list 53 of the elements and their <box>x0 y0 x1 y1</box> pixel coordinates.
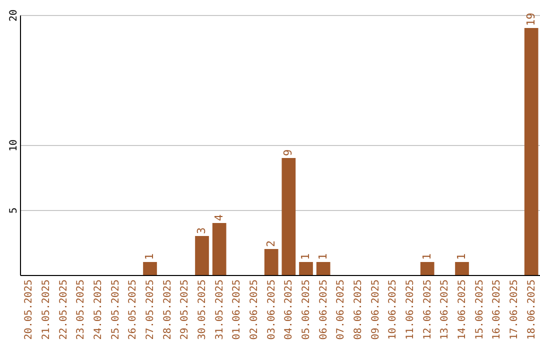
x-tick-label: 25.05.2025 <box>110 280 122 340</box>
x-tick-label: 08.06.2025 <box>353 280 364 340</box>
bar <box>282 158 296 275</box>
bar <box>455 262 469 275</box>
x-tick-label: 26.05.2025 <box>128 280 139 340</box>
x-tick-label: 03.06.2025 <box>266 280 278 340</box>
x-tick-label: 27.05.2025 <box>145 280 156 340</box>
data-label: 1 <box>316 253 330 260</box>
x-tick-label: 10.06.2025 <box>388 280 399 340</box>
data-label: 1 <box>143 253 156 260</box>
data-label: 4 <box>212 214 226 221</box>
x-tick-label: 16.06.2025 <box>492 280 503 340</box>
x-tick-label: 15.06.2025 <box>474 280 486 340</box>
x-tick-label: 20.05.2025 <box>24 280 35 340</box>
x-tick-label: 21.05.2025 <box>41 280 52 340</box>
x-tick-label: 14.06.2025 <box>457 280 468 340</box>
data-label: 1 <box>455 253 468 260</box>
x-tick-label: 11.06.2025 <box>405 280 416 340</box>
y-tick-label: 10 <box>8 139 20 152</box>
x-tick-label: 30.05.2025 <box>197 280 208 340</box>
x-tick-label: 22.05.2025 <box>58 280 70 340</box>
x-tick-label: 31.05.2025 <box>214 280 226 340</box>
bar <box>143 262 157 275</box>
y-tick-label: 20 <box>8 9 20 22</box>
data-label: 1 <box>420 253 434 260</box>
x-tick-label: 24.05.2025 <box>93 280 104 340</box>
x-tick-label: 07.06.2025 <box>336 280 347 340</box>
bar <box>420 262 434 275</box>
bar <box>212 223 226 275</box>
data-label: 9 <box>282 149 295 156</box>
bar <box>299 262 313 275</box>
bar <box>524 28 538 275</box>
x-tick-label: 04.06.2025 <box>284 280 295 340</box>
bar <box>316 262 330 275</box>
x-tick-label: 17.06.2025 <box>509 280 520 340</box>
data-label: 1 <box>299 253 312 260</box>
bar <box>195 236 209 275</box>
x-tick-label: 12.06.2025 <box>422 280 434 340</box>
x-tick-label: 13.06.2025 <box>440 280 451 340</box>
data-label: 19 <box>524 12 538 26</box>
y-tick-label: 5 <box>8 207 20 214</box>
x-tick-label: 18.06.2025 <box>526 280 538 340</box>
data-label: 2 <box>264 240 278 247</box>
bar <box>264 249 278 275</box>
x-tick-label: 28.05.2025 <box>162 280 174 340</box>
x-tick-label: 05.06.2025 <box>301 280 312 340</box>
x-tick-label: 29.05.2025 <box>180 280 191 340</box>
x-tick-label: 09.06.2025 <box>370 280 382 340</box>
data-label: 3 <box>195 227 208 234</box>
x-tick-label: 06.06.2025 <box>318 280 330 340</box>
x-tick-label: 23.05.2025 <box>76 280 87 340</box>
x-tick-label: 01.06.2025 <box>232 280 243 340</box>
x-tick-label: 02.06.2025 <box>249 280 260 340</box>
